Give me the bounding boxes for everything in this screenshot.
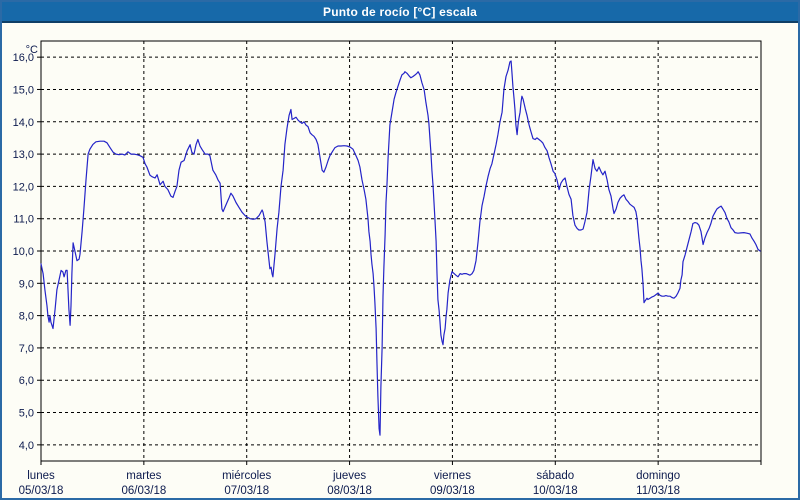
x-axis-day-label: miércoles (222, 470, 271, 482)
x-axis-date-label: 05/03/18 (19, 485, 64, 497)
x-axis-date-label: 11/03/18 (636, 485, 680, 497)
x-axis-date-label: 08/03/18 (327, 485, 372, 497)
window-titlebar: Punto de rocío [°C] escala (2, 2, 798, 23)
window-title: Punto de rocío [°C] escala (322, 4, 478, 19)
y-axis-tick-label: 7,0 (19, 343, 34, 355)
plot-border (40, 40, 762, 462)
x-axis-day-label: domingo (636, 470, 680, 482)
x-axis-date-label: 06/03/18 (121, 485, 166, 497)
dew-point-chart: 16,0 15,0 14,0 13,0 12,0 11,0 10,0 9,0 8,0 7,0 6,0… (13, 40, 762, 497)
x-axis-day-label: lunes (27, 470, 55, 482)
x-axis-date-label: 09/03/18 (430, 485, 475, 497)
y-axis-tick-label: 6,0 (19, 375, 34, 387)
chart-container: 16,0 15,0 14,0 13,0 12,0 11,0 10,0 9,0 8,0 7,0 6,0… (2, 23, 798, 498)
y-axis-tick-label: 15,0 (13, 84, 34, 96)
y-axis-tick-label: 11,0 (13, 214, 34, 226)
y-axis-tick-label: 8,0 (19, 311, 34, 323)
y-axis-tick-label: 4,0 (19, 440, 34, 452)
x-axis-day-label: martes (126, 470, 161, 482)
x-axis-day-label: viernes (434, 470, 471, 482)
y-axis-tick-label: 13,0 (13, 149, 34, 161)
x-axis-date-label: 10/03/18 (533, 485, 578, 497)
y-axis-tick-label: 12,0 (13, 181, 34, 193)
y-axis-unit-label: °C (26, 44, 38, 56)
x-axis-date-label: 07/03/18 (224, 485, 269, 497)
y-axis-tick-label: 5,0 (19, 408, 34, 420)
y-axis-tick-label: 14,0 (13, 117, 34, 129)
x-axis-day-label: jueves (332, 470, 366, 482)
y-axis-tick-label: 9,0 (19, 278, 34, 290)
x-axis-day-label: sábado (536, 470, 574, 482)
y-axis-tick-label: 10,0 (13, 246, 34, 258)
dew-point-line (40, 60, 761, 436)
y-axis-tick-label: 16,0 (13, 52, 34, 64)
